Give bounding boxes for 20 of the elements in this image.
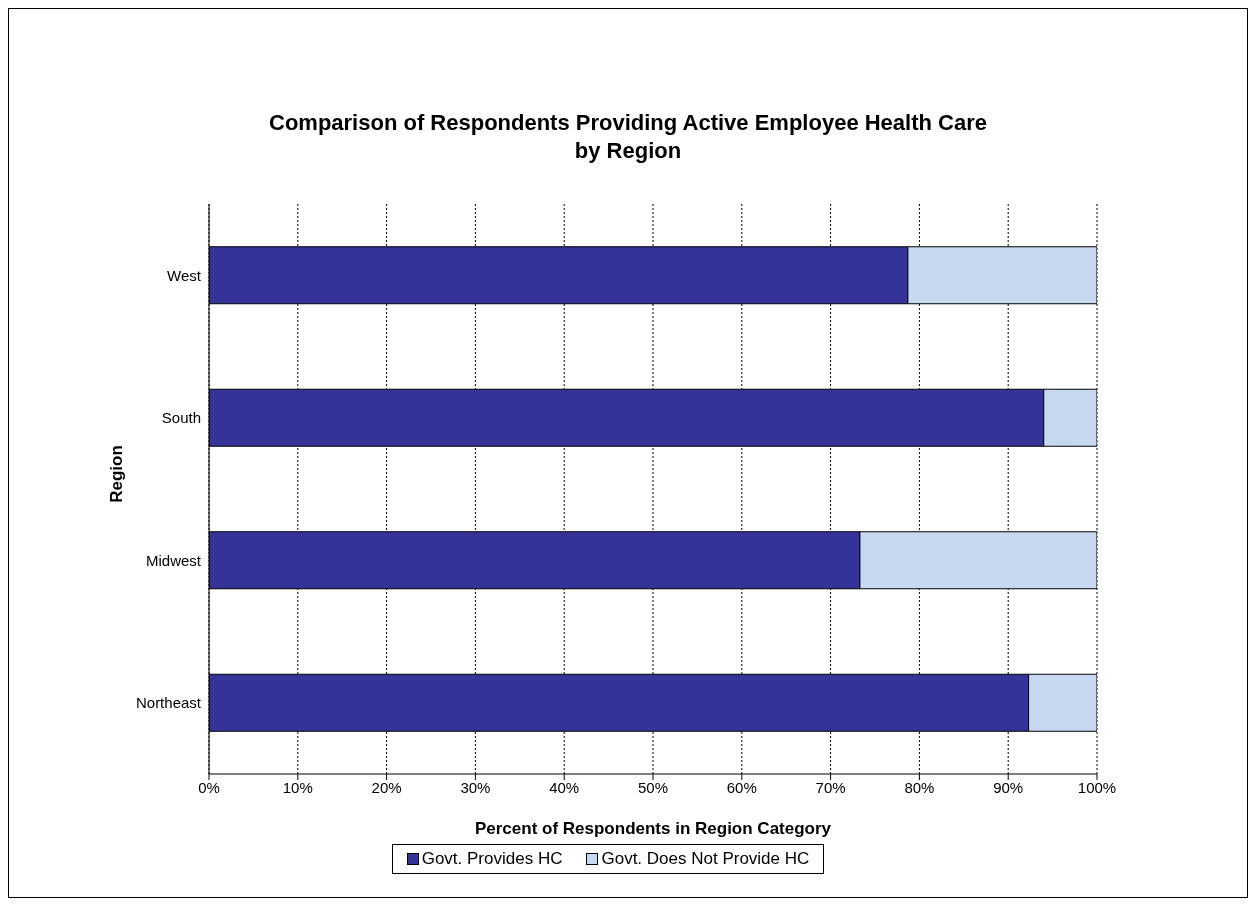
y-tick-label: Northeast xyxy=(135,694,202,712)
chart-title: Comparison of Respondents Providing Active Employee Health Care by Region xyxy=(268,109,988,165)
x-tick-label: 80% xyxy=(904,778,935,796)
x-tick-label: 20% xyxy=(371,778,402,796)
y-tick-label: South xyxy=(161,409,201,427)
x-axis-title: Percent of Respondents in Region Category xyxy=(474,819,832,838)
y-tick-label: West xyxy=(167,266,202,284)
x-tick-label: 40% xyxy=(549,778,580,796)
x-tick-label: 50% xyxy=(637,778,669,796)
x-tick-label: 0% xyxy=(198,778,220,796)
x-tick-label: 30% xyxy=(460,778,491,796)
y-axis-title: Region xyxy=(107,445,127,503)
x-tick-label: 10% xyxy=(282,778,313,796)
legend-label: Govt. Provides HC xyxy=(420,849,563,869)
x-tick-label: 60% xyxy=(726,778,757,796)
y-tick-label: Midwest xyxy=(145,551,202,569)
legend-label: Govt. Does Not Provide HC xyxy=(600,849,810,869)
x-tick-label: 90% xyxy=(993,778,1024,796)
x-tick-label: 70% xyxy=(815,778,846,796)
x-tick-label: 100% xyxy=(1077,778,1117,796)
